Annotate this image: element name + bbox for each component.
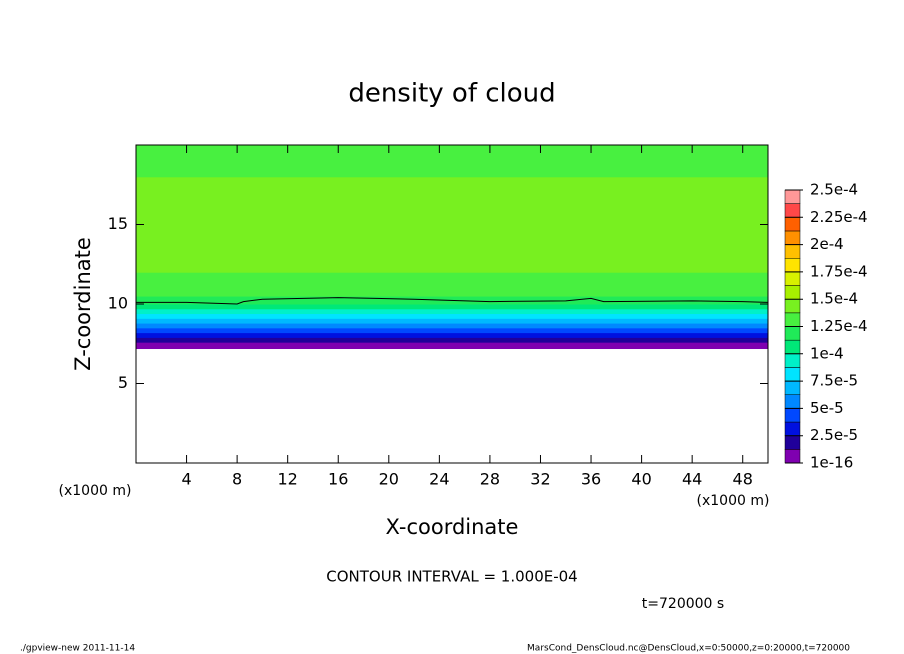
colorbar-label: 1e-16 [810,454,853,472]
colorbar-box [784,353,801,368]
colorbar-box [784,298,801,314]
x-tick-label: 40 [631,470,651,489]
x-tick-label: 24 [429,470,449,489]
contour-line [136,297,769,305]
footer-right: MarsCond_DensCloud.nc@DensCloud,x=0:5000… [527,644,850,654]
density-band [136,308,768,315]
colorbar-box [784,285,801,300]
colorbar-label: 5e-5 [810,399,844,417]
density-band [136,176,768,210]
colorbar-box [784,435,801,450]
colorbar-label: 1.5e-4 [810,290,858,308]
colorbar-label: 1e-4 [810,344,844,362]
colorbar-label: 7.5e-5 [810,372,858,390]
x-unit: (x1000 m) [697,493,770,509]
x-tick-label: 8 [232,470,242,489]
colorbar-box [784,217,801,232]
colorbar-box [784,258,801,273]
density-band [136,342,768,350]
colorbar-label: 2.5e-5 [810,426,858,444]
density-band [136,332,768,338]
density-band [136,288,768,297]
colorbar-box [784,312,801,327]
y-tick-label: 10 [108,294,128,313]
x-axis-label: X-coordinate [386,515,519,539]
density-band [136,208,768,241]
colorbar-label: 2.25e-4 [810,208,868,226]
density-band [136,240,768,273]
density-band [136,272,768,289]
colorbar-box [784,449,801,464]
colorbar-box [784,189,801,204]
x-tick-label: 44 [682,470,702,489]
colorbar-box [784,230,801,245]
colorbar-box [784,367,801,382]
colorbar-box [784,408,801,423]
colorbar-box [784,421,801,436]
x-tick-label: 48 [733,470,753,489]
y-tick-label: 15 [108,214,128,233]
colorbar-label: 2e-4 [810,235,844,253]
chart-title: density of cloud [348,79,555,109]
y-unit: (x1000 m) [59,483,132,499]
density-band [136,145,768,162]
contour-interval: CONTOUR INTERVAL = 1.000E-04 [326,568,577,586]
density-band [136,323,768,329]
x-tick-label: 20 [379,470,399,489]
density-band [136,318,768,324]
colorbar-box [784,394,801,409]
density-band [136,313,768,319]
y-tick-label: 5 [118,373,128,392]
colorbar-box [784,339,801,355]
colorbar-box [784,380,801,396]
colorbar-label: 1.75e-4 [810,262,868,280]
colorbar-box [784,271,801,286]
colorbar-label: 2.5e-4 [810,181,858,199]
density-band [136,327,768,334]
density-band [136,160,768,178]
density-band [136,304,768,310]
footer-left: ./gpview-new 2011-11-14 [20,644,135,654]
density-band [136,337,768,343]
x-tick-label: 12 [278,470,298,489]
x-tick-label: 32 [530,470,550,489]
x-tick-label: 4 [181,470,191,489]
x-tick-label: 16 [328,470,348,489]
time-label: t=720000 s [642,596,724,612]
y-axis-label: Z-coordinate [71,237,95,371]
colorbar-box [784,203,801,218]
colorbar-box [784,244,801,259]
x-tick-label: 28 [480,470,500,489]
x-tick-label: 36 [581,470,601,489]
colorbar-label: 1.25e-4 [810,317,868,335]
colorbar-box [784,326,801,341]
